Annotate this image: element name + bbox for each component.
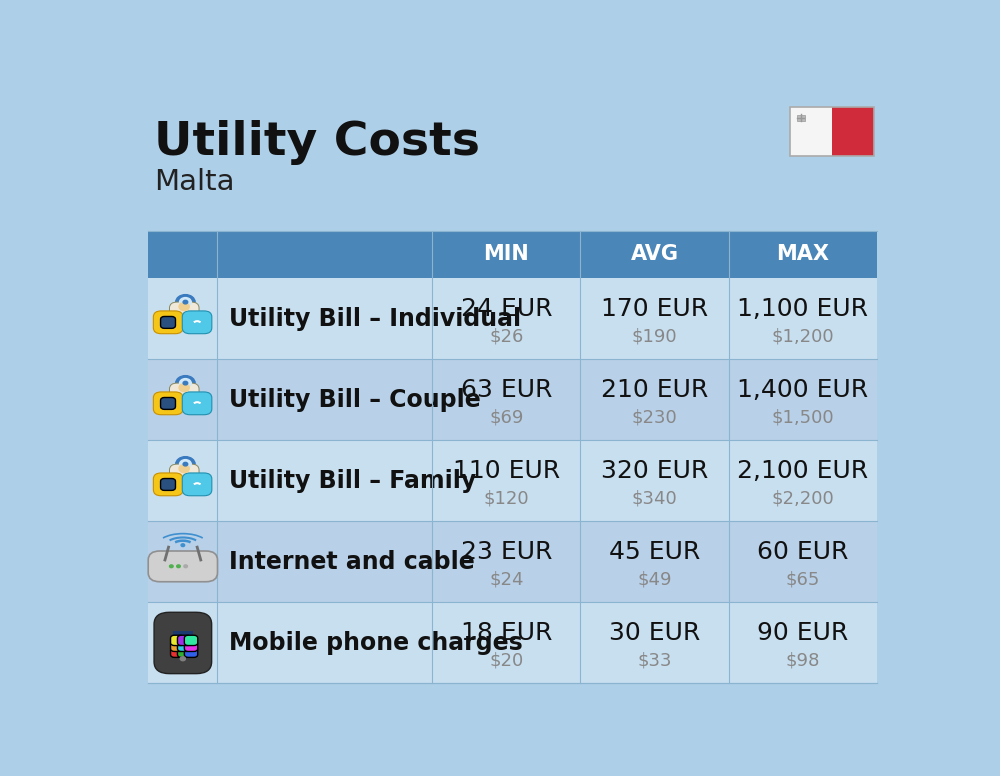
FancyBboxPatch shape	[153, 392, 183, 414]
Text: Malta: Malta	[154, 168, 235, 196]
Circle shape	[170, 565, 173, 568]
Bar	[173, 631, 193, 658]
Bar	[148, 602, 877, 684]
Text: $69: $69	[489, 409, 524, 427]
Text: $340: $340	[632, 490, 677, 508]
Text: $230: $230	[632, 409, 677, 427]
Text: 1,400 EUR: 1,400 EUR	[737, 378, 868, 402]
Text: Utility Bill – Individual: Utility Bill – Individual	[229, 307, 521, 331]
Text: $190: $190	[632, 327, 677, 345]
FancyBboxPatch shape	[169, 302, 199, 327]
FancyBboxPatch shape	[161, 397, 175, 410]
Bar	[148, 441, 877, 521]
FancyBboxPatch shape	[154, 612, 212, 674]
FancyBboxPatch shape	[153, 473, 183, 496]
Text: 110 EUR: 110 EUR	[453, 459, 560, 483]
Text: Mobile phone charges: Mobile phone charges	[229, 631, 523, 655]
Circle shape	[180, 656, 185, 660]
FancyBboxPatch shape	[171, 641, 184, 652]
FancyBboxPatch shape	[148, 551, 217, 582]
Bar	[790, 107, 874, 156]
FancyBboxPatch shape	[182, 311, 212, 334]
Bar	[148, 279, 877, 359]
Bar	[790, 107, 832, 156]
Text: $20: $20	[489, 652, 524, 670]
Text: 63 EUR: 63 EUR	[461, 378, 552, 402]
Text: Utility Costs: Utility Costs	[154, 120, 480, 165]
Text: 18 EUR: 18 EUR	[461, 622, 552, 645]
Circle shape	[183, 381, 188, 385]
Text: 2,100 EUR: 2,100 EUR	[737, 459, 868, 483]
Text: $98: $98	[785, 652, 820, 670]
Text: $1,500: $1,500	[771, 409, 834, 427]
FancyBboxPatch shape	[177, 636, 191, 646]
Text: AVG: AVG	[631, 244, 679, 265]
Text: 60 EUR: 60 EUR	[757, 540, 848, 564]
FancyBboxPatch shape	[184, 641, 198, 652]
FancyBboxPatch shape	[171, 636, 184, 646]
Text: MAX: MAX	[776, 244, 829, 265]
Text: $2,200: $2,200	[771, 490, 834, 508]
Text: Internet and cable: Internet and cable	[229, 550, 475, 574]
FancyBboxPatch shape	[182, 473, 212, 496]
Text: MIN: MIN	[484, 244, 529, 265]
Bar	[148, 521, 877, 602]
Bar	[148, 230, 877, 279]
FancyBboxPatch shape	[161, 317, 175, 328]
Circle shape	[180, 459, 191, 469]
Bar	[148, 359, 877, 441]
FancyBboxPatch shape	[169, 464, 199, 489]
FancyBboxPatch shape	[153, 311, 183, 334]
Circle shape	[180, 297, 191, 307]
Circle shape	[177, 565, 180, 568]
Text: $49: $49	[637, 571, 672, 589]
FancyBboxPatch shape	[177, 647, 191, 657]
Text: 23 EUR: 23 EUR	[461, 540, 552, 564]
Text: 24 EUR: 24 EUR	[461, 297, 552, 321]
Circle shape	[176, 456, 195, 472]
Circle shape	[183, 300, 188, 304]
Circle shape	[179, 465, 189, 473]
Text: $120: $120	[484, 490, 529, 508]
Circle shape	[183, 462, 188, 466]
Bar	[832, 107, 874, 156]
Bar	[797, 115, 805, 121]
Text: 1,100 EUR: 1,100 EUR	[737, 297, 868, 321]
FancyBboxPatch shape	[184, 636, 198, 646]
Text: 210 EUR: 210 EUR	[601, 378, 708, 402]
Text: Utility Bill – Family: Utility Bill – Family	[229, 469, 476, 493]
FancyBboxPatch shape	[169, 383, 199, 408]
Circle shape	[180, 379, 191, 388]
Text: Utility Bill – Couple: Utility Bill – Couple	[229, 388, 481, 412]
Text: 170 EUR: 170 EUR	[601, 297, 708, 321]
FancyBboxPatch shape	[171, 647, 184, 657]
Text: $33: $33	[637, 652, 672, 670]
FancyBboxPatch shape	[177, 641, 191, 652]
Text: 90 EUR: 90 EUR	[757, 622, 848, 645]
Circle shape	[181, 544, 185, 546]
Circle shape	[179, 303, 189, 310]
Circle shape	[179, 383, 189, 392]
Text: 30 EUR: 30 EUR	[609, 622, 700, 645]
FancyBboxPatch shape	[161, 479, 175, 490]
Text: $65: $65	[785, 571, 820, 589]
Text: 320 EUR: 320 EUR	[601, 459, 708, 483]
Text: $1,200: $1,200	[771, 327, 834, 345]
Text: 45 EUR: 45 EUR	[609, 540, 700, 564]
Circle shape	[176, 376, 195, 390]
FancyBboxPatch shape	[184, 647, 198, 657]
Text: $26: $26	[489, 327, 524, 345]
Text: $24: $24	[489, 571, 524, 589]
Circle shape	[184, 565, 187, 568]
FancyBboxPatch shape	[182, 392, 212, 414]
Circle shape	[176, 295, 195, 310]
